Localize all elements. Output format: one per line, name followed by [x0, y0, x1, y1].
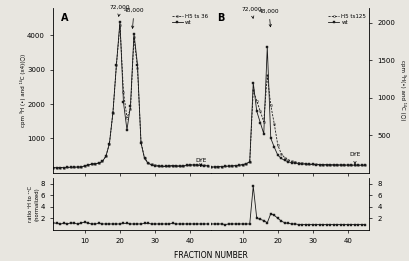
Text: 72,000: 72,000	[240, 7, 261, 18]
Text: DYE: DYE	[194, 158, 206, 166]
Y-axis label: cpm ³H(•) and ¹⁴C (○): cpm ³H(•) and ¹⁴C (○)	[400, 60, 405, 121]
Y-axis label: ratio ³H to ¹⁴C
(normalized): ratio ³H to ¹⁴C (normalized)	[28, 186, 39, 222]
Text: 48,000: 48,000	[258, 9, 279, 27]
Text: A: A	[61, 13, 69, 23]
Text: 48,000: 48,000	[124, 8, 144, 28]
Text: 72,000: 72,000	[109, 4, 130, 16]
Text: FRACTION NUMBER: FRACTION NUMBER	[174, 251, 247, 260]
Y-axis label: cpm ³H (•) and ¹⁴C (x4)(○): cpm ³H (•) and ¹⁴C (x4)(○)	[20, 54, 25, 127]
Text: B: B	[217, 13, 224, 23]
Text: DYE: DYE	[348, 152, 360, 164]
Legend: H5 ts 36, wt: H5 ts 36, wt	[171, 14, 208, 25]
Legend: H5 ts125, wt: H5 ts125, wt	[327, 14, 365, 25]
